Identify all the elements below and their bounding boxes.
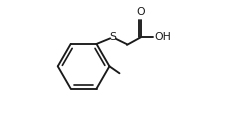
Text: OH: OH bbox=[153, 32, 170, 42]
Text: O: O bbox=[136, 7, 144, 17]
Text: S: S bbox=[109, 32, 116, 42]
